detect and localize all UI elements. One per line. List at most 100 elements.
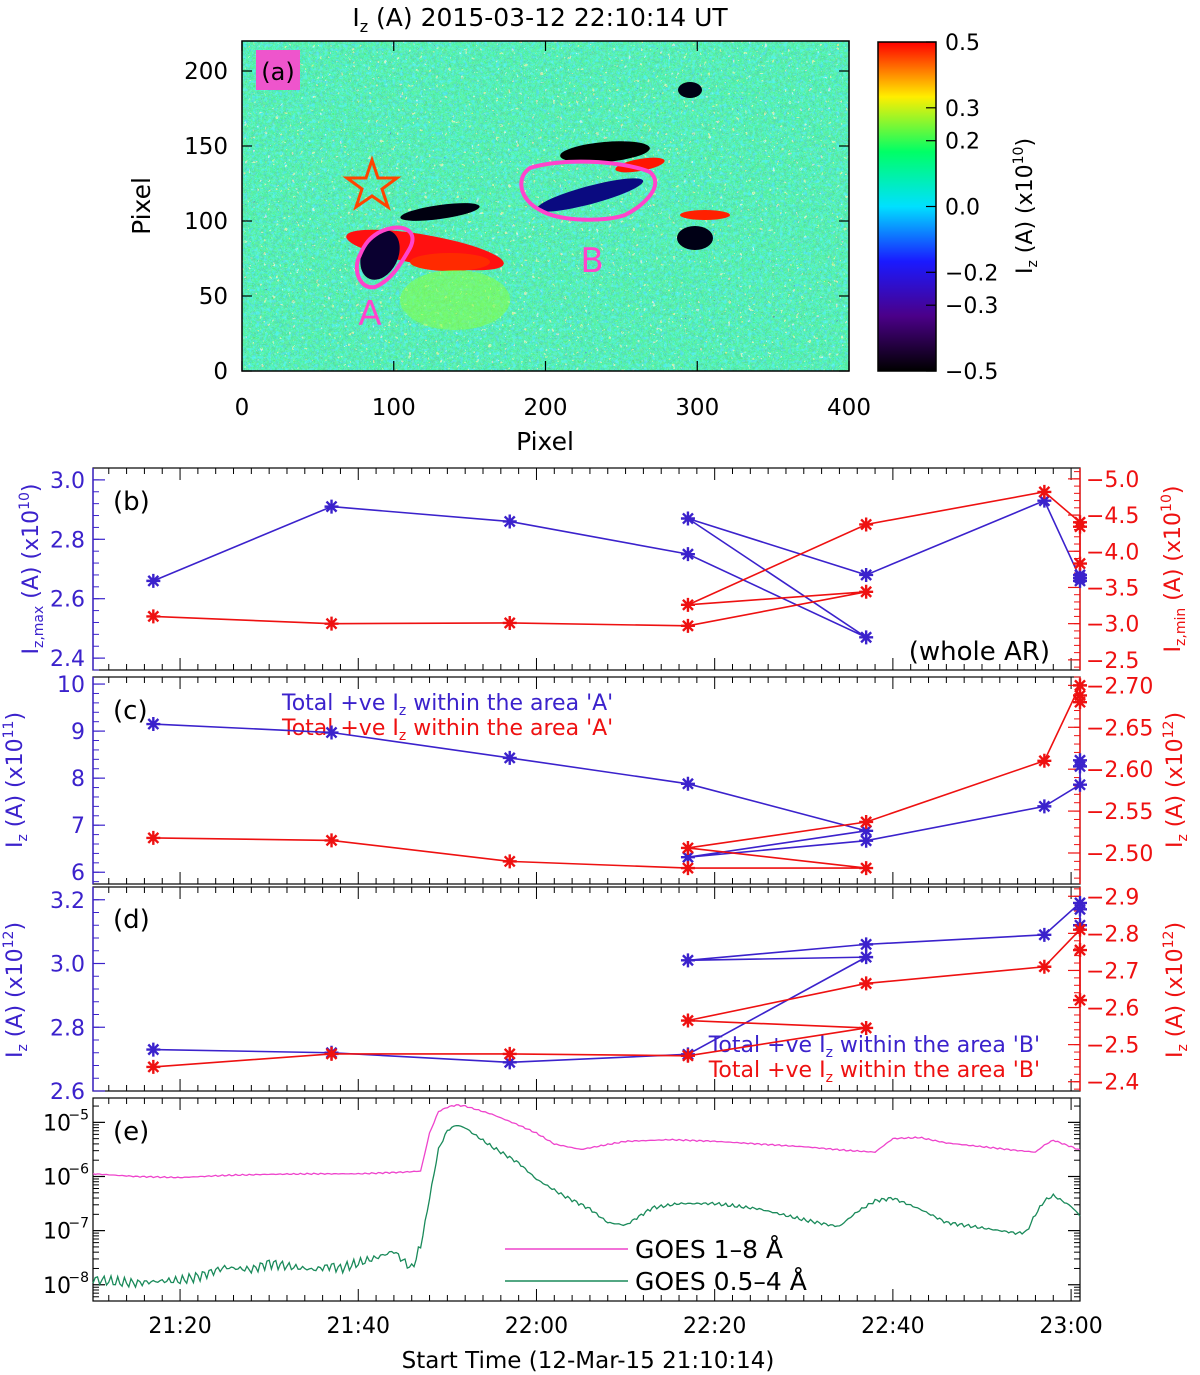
- left-axis-tick-label: 2.8: [50, 1016, 85, 1041]
- legend-goes-1-8-label: GOES 1–8 Å: [635, 1235, 783, 1264]
- panel-d-plot: 2.6 2.8 3.0 3.2 −2.4 −2.5 −2.6 −2.7 −2.8 −2.9: [50, 885, 1139, 1105]
- left-axis-tick-label: 9: [71, 720, 85, 745]
- time-axis-label: Start Time (12-Mar-15 21:10:14): [402, 1348, 775, 1374]
- data-point-marker: [680, 511, 695, 526]
- map-y-tick-label: 100: [184, 209, 228, 235]
- whole-ar-annotation: (whole AR): [909, 637, 1050, 667]
- left-axis-tick-label: 3.2: [50, 889, 85, 914]
- map-y-tick-label: 50: [199, 284, 228, 310]
- right-axis-tick-label: −2.65: [1086, 716, 1153, 741]
- current-map-image: [242, 41, 849, 371]
- map-x-tick-label: 200: [524, 395, 568, 421]
- data-point-marker: [146, 830, 161, 845]
- data-point-marker: [502, 1055, 517, 1070]
- right-axis-tick-label: −3.5: [1086, 576, 1139, 601]
- left-axis-tick-label: 2.6: [50, 1080, 85, 1105]
- data-point-marker: [680, 840, 695, 855]
- time-tick-label: 22:20: [683, 1314, 746, 1339]
- data-point-marker: [859, 950, 874, 965]
- panel-d-right-axis-label: Iz (A) (x1012): [1161, 922, 1191, 1058]
- right-axis-tick-label: −3.0: [1086, 613, 1139, 638]
- data-point-marker: [1073, 759, 1087, 774]
- data-point-marker: [146, 1059, 161, 1074]
- panel-d-left-axis-label: Iz (A) (x1012): [1, 922, 31, 1058]
- time-tick-label: 22:40: [861, 1314, 924, 1339]
- log-axis-tick-exponent: −6: [68, 1161, 89, 1177]
- log-axis-tick-exponent: −8: [68, 1270, 89, 1286]
- data-point-marker: [502, 854, 517, 869]
- map-x-tick-label: 400: [827, 395, 871, 421]
- right-axis-tick-label: −2.7: [1086, 959, 1139, 984]
- map-y-tick-label: 200: [184, 59, 228, 85]
- panel-d-legend-blue: Total +ve Iz within the area 'B': [708, 1033, 1040, 1061]
- left-axis-tick-label: 7: [71, 814, 85, 839]
- data-point-marker: [680, 953, 695, 968]
- panel-b-plot: 2.4 2.6 2.8 3.0 −2.5 −3.0 −3.5 −4.0 −4.5 −5.0: [50, 468, 1139, 674]
- time-tick-label: 23:00: [1039, 1314, 1102, 1339]
- time-tick-label: 22:00: [505, 1314, 568, 1339]
- right-axis-tick-label: −2.50: [1086, 842, 1153, 867]
- data-point-marker: [1073, 902, 1087, 917]
- data-point-marker: [680, 1013, 695, 1028]
- data-point-marker: [680, 850, 695, 865]
- right-axis-tick-label: −2.70: [1086, 674, 1153, 699]
- right-axis-tick-label: −2.55: [1086, 800, 1153, 825]
- data-point-marker: [502, 750, 517, 765]
- colorbar-tick-label: 0.3: [945, 97, 980, 122]
- right-axis-tick-label: −2.4: [1086, 1071, 1139, 1096]
- data-point-marker: [1073, 943, 1087, 958]
- colorbar-tick-label: −0.2: [945, 261, 998, 286]
- panel-b-whole-ar: (b) (whole AR) 2.4 2.6 2.8 3.0 −2.5 −3.0 −3.5 −…: [17, 467, 1189, 674]
- data-point-marker: [1073, 573, 1087, 588]
- data-point-marker: [324, 616, 339, 631]
- panel-b-label: (b): [113, 487, 150, 517]
- series-line: [153, 499, 1081, 639]
- log-axis-tick-label: 10: [43, 1165, 71, 1190]
- data-point-marker: [680, 547, 695, 562]
- panel-c-label: (c): [113, 696, 148, 726]
- data-point-marker: [1073, 993, 1087, 1008]
- left-axis-tick-label: 3.0: [50, 953, 85, 978]
- left-axis-tick-label: 6: [71, 861, 85, 886]
- legend-goes-0-5-4-label: GOES 0.5–4 Å: [635, 1267, 807, 1296]
- series-line: [153, 723, 1081, 858]
- panel-a-label: (a): [261, 58, 294, 86]
- data-point-marker: [324, 1046, 339, 1061]
- map-y-tick-label: 150: [184, 134, 228, 160]
- data-point-marker: [859, 584, 874, 599]
- panel-e-label: (e): [113, 1117, 149, 1147]
- data-point-marker: [146, 717, 161, 732]
- panel-c-plot: 6 7 8 9 10 −2.50 −2.55 −2.60 −2.65 −2.70: [57, 673, 1153, 886]
- data-point-marker: [680, 776, 695, 791]
- panel-d-label: (d): [113, 905, 150, 935]
- time-tick-label: 21:40: [327, 1314, 390, 1339]
- panel-c-right-axis-label: Iz (A) (x1012): [1161, 712, 1191, 848]
- right-axis-tick-label: −2.8: [1086, 922, 1139, 947]
- right-axis-tick-label: −2.60: [1086, 758, 1153, 783]
- data-point-marker: [859, 1020, 874, 1035]
- map-title: Iz (A) 2015-03-12 22:10:14 UT: [352, 3, 728, 36]
- colorbar-tick-label: 0.2: [945, 130, 980, 155]
- left-axis-tick-label: 2.6: [50, 588, 85, 613]
- data-point-marker: [146, 609, 161, 624]
- data-point-marker: [859, 814, 874, 829]
- data-point-marker: [680, 861, 695, 876]
- right-axis-tick-label: −2.9: [1086, 885, 1139, 910]
- right-axis-tick-label: −5.0: [1086, 468, 1139, 493]
- time-tick-label: 21:20: [148, 1314, 211, 1339]
- colorbar-tick-label: 0.0: [945, 196, 980, 221]
- panel-a-current-map: Iz (A) 2015-03-12 22:10:14 UT (a) A B: [127, 3, 1041, 456]
- log-axis-tick-label: 10: [43, 1274, 71, 1299]
- panel-b-right-axis-label: Iz,min (A) (x1010): [1159, 486, 1189, 653]
- region-a-contour: [354, 225, 415, 290]
- panel-d-legend-red: Total +ve Iz within the area 'B': [708, 1058, 1040, 1086]
- region-a-label: A: [358, 294, 381, 334]
- left-axis-tick-label: 2.4: [50, 647, 85, 672]
- data-point-marker: [859, 823, 874, 838]
- data-point-marker: [859, 630, 874, 645]
- left-axis-tick-label: 3.0: [50, 469, 85, 494]
- map-x-tick-label: 0: [235, 395, 250, 421]
- data-point-marker: [1037, 959, 1052, 974]
- right-axis-tick-label: −2.6: [1086, 997, 1139, 1022]
